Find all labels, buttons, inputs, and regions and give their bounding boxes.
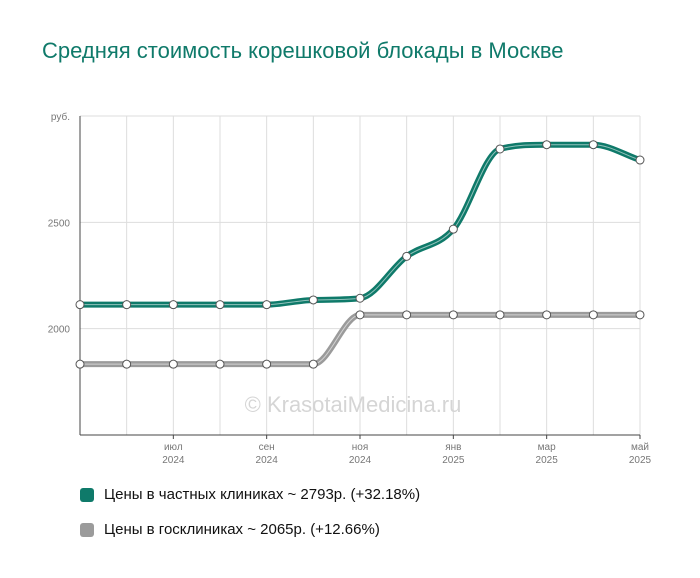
watermark: © KrasotaiMedicina.ru [245, 392, 462, 417]
x-tick-year-label: 2024 [349, 455, 372, 466]
x-tick-label: ноя [352, 442, 369, 453]
points-layer [75, 140, 645, 369]
data-point-private [75, 300, 85, 310]
data-point-private [308, 295, 318, 305]
data-point-private [588, 140, 598, 150]
x-tick-year-label: 2024 [256, 455, 279, 466]
data-point-public [262, 359, 272, 369]
data-point-private [122, 300, 132, 310]
y-tick-label: 2500 [48, 218, 71, 229]
x-tick-year-label: 2025 [629, 455, 652, 466]
data-point-private [495, 144, 505, 154]
x-tick-label: сен [259, 442, 275, 453]
data-point-private [262, 300, 272, 310]
data-point-public [75, 359, 85, 369]
legend-item-public[interactable]: Цены в госклиниках ~ 2065р. (+12.66%) [80, 521, 380, 538]
data-point-private [215, 300, 225, 310]
data-point-public [542, 310, 552, 320]
data-point-public [448, 310, 458, 320]
data-point-private [355, 293, 365, 303]
x-tick-year-label: 2024 [162, 455, 185, 466]
grid-layer [79, 115, 641, 435]
legend-swatch-public [80, 522, 94, 537]
x-tick-label: янв [445, 442, 461, 453]
data-point-public [588, 310, 598, 320]
data-point-private [402, 251, 412, 261]
data-point-public [308, 359, 318, 369]
data-point-private [635, 155, 645, 165]
data-point-public [215, 359, 225, 369]
x-tick-label: май [631, 442, 649, 453]
data-point-public [402, 310, 412, 320]
legend-label-private: Цены в частных клиниках ~ 2793р. (+32.18… [104, 486, 421, 503]
axis-layer: 2000 2500 руб. июл 2024 сен 2024 ноя 2024 янв 2025… [48, 111, 652, 466]
data-point-public [635, 310, 645, 320]
legend-swatch-private [80, 487, 94, 502]
y-tick-label: 2000 [48, 325, 71, 336]
data-point-private [448, 224, 458, 234]
data-point-public [168, 359, 178, 369]
data-point-public [495, 310, 505, 320]
y-unit-label: руб. [51, 111, 70, 123]
x-tick-year-label: 2025 [442, 455, 465, 466]
data-point-private [168, 300, 178, 310]
chart-title: Средняя стоимость корешковой блокады в М… [42, 38, 564, 63]
data-point-public [355, 310, 365, 320]
x-tick-label: мар [538, 442, 556, 453]
legend-label-public: Цены в госклиниках ~ 2065р. (+12.66%) [104, 521, 380, 538]
data-point-private [542, 140, 552, 150]
x-tick-year-label: 2025 [536, 455, 559, 466]
data-point-public [122, 359, 132, 369]
x-tick-label: июл [164, 442, 183, 453]
legend-item-private[interactable]: Цены в частных клиниках ~ 2793р. (+32.18… [80, 486, 420, 503]
